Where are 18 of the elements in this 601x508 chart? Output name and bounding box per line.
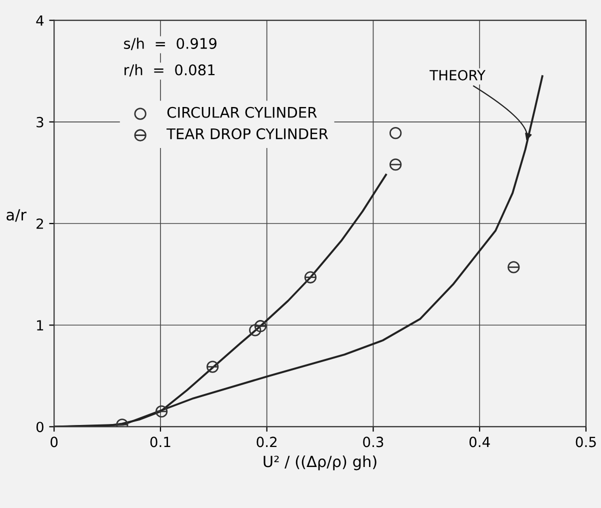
x-tick-label: 0.4 — [469, 436, 490, 448]
x-tick-label: 0.5 — [576, 436, 596, 448]
y-tick-label: 1 — [37, 320, 44, 330]
y-tick-label: 3 — [36, 116, 44, 128]
y-tick-label: 2 — [36, 218, 43, 229]
x-axis-title: U² / ((Δρ/ρ) gh) — [264, 455, 376, 470]
x-tick-label: 0.1 — [150, 436, 170, 448]
annotation: r/h = 0.081 — [124, 64, 215, 77]
y-axis-title: a/r — [6, 209, 26, 222]
y-tick-label: 0 — [36, 422, 44, 432]
x-tick-label: 0.3 — [363, 436, 384, 448]
y-tick-label: 4 — [36, 15, 44, 26]
annotation: s/h = 0.919 — [124, 38, 216, 50]
annotation: THEORY — [430, 70, 486, 80]
legend-label: TEAR DROP CYLINDER — [166, 128, 328, 140]
x-tick-label: 0 — [50, 436, 58, 448]
x-tick-label: 0.2 — [256, 436, 276, 448]
legend-label: CIRCULAR CYLINDER — [167, 106, 317, 118]
